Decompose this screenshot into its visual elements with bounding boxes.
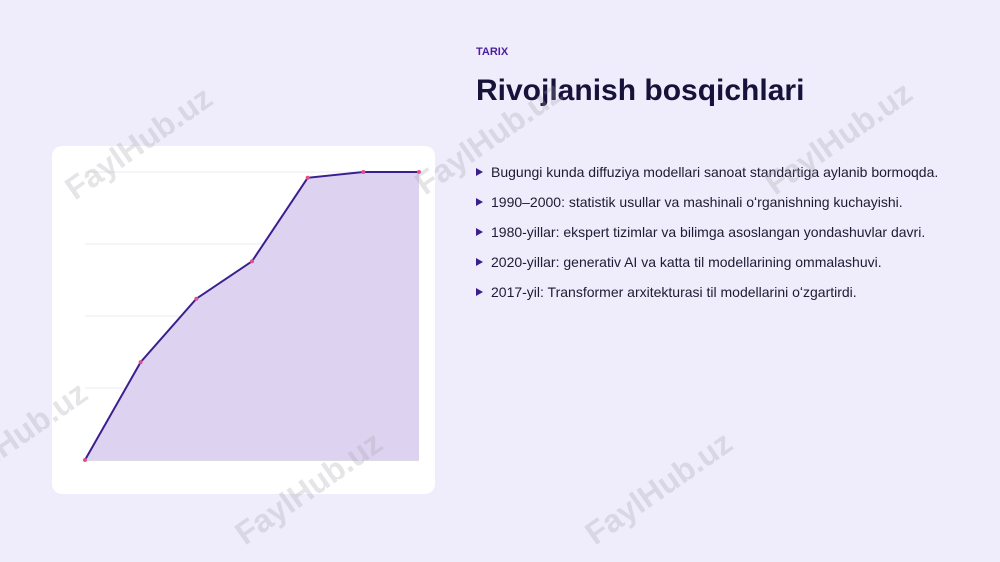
bullet: Bugungi kunda diffuziya modellari sanoat… (476, 163, 946, 182)
bullet: 1990–2000: statistik usullar va mashinal… (476, 193, 946, 212)
point (194, 296, 199, 301)
bullet: 2017-yil: Transformer arxitekturasi til … (476, 283, 946, 302)
chart (83, 170, 421, 462)
point (138, 360, 143, 365)
point (83, 458, 87, 462)
point (417, 170, 421, 174)
eyebrow: TARIX (476, 46, 509, 58)
title: Rivojlanish bosqichlari (476, 74, 805, 107)
watermark: FaylHub.uz (578, 424, 738, 551)
bullet: 1980-yillar: ekspert tizimlar va bilimga… (476, 223, 946, 242)
area-fill (85, 172, 419, 460)
point (361, 170, 366, 174)
bullet-list: Bugungi kunda diffuziya modellari sanoat… (476, 163, 946, 313)
point (305, 175, 310, 180)
bullet: 2020-yillar: generativ AI va katta til m… (476, 253, 946, 272)
point (250, 259, 254, 264)
chart-card (52, 146, 435, 494)
